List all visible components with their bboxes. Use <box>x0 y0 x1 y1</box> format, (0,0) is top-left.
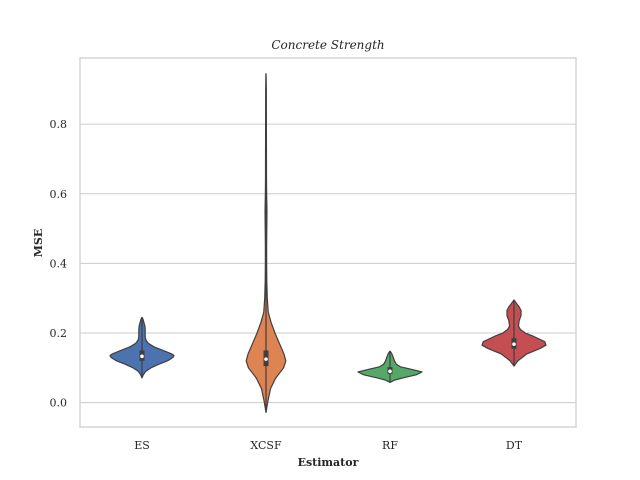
y-tick-label: 0.6 <box>50 188 68 201</box>
x-tick-labels: ES XCSF RF DT <box>134 439 523 452</box>
chart-title: Concrete Strength <box>271 38 384 52</box>
plot-frame <box>79 57 577 428</box>
y-tick-label: 0.0 <box>50 397 68 410</box>
y-tick-label: 0.2 <box>50 327 68 340</box>
y-tick-label: 0.4 <box>50 257 68 270</box>
x-tick-label: RF <box>382 439 398 452</box>
median-point <box>388 369 392 374</box>
grid-lines <box>80 123 576 404</box>
violins <box>109 73 547 413</box>
x-tick-label: ES <box>134 439 150 452</box>
x-tick-label: XCSF <box>250 439 282 452</box>
y-tick-label: 0.8 <box>50 118 68 131</box>
x-tick-label: DT <box>506 439 523 452</box>
median-point <box>512 342 516 346</box>
y-axis-title: MSE <box>32 229 45 258</box>
median-point <box>140 354 144 359</box>
y-tick-labels: 0.0 0.2 0.4 0.6 0.8 <box>50 118 68 409</box>
median-point <box>264 357 268 361</box>
plot-area <box>80 58 576 427</box>
x-axis-title: Estimator <box>298 456 359 469</box>
